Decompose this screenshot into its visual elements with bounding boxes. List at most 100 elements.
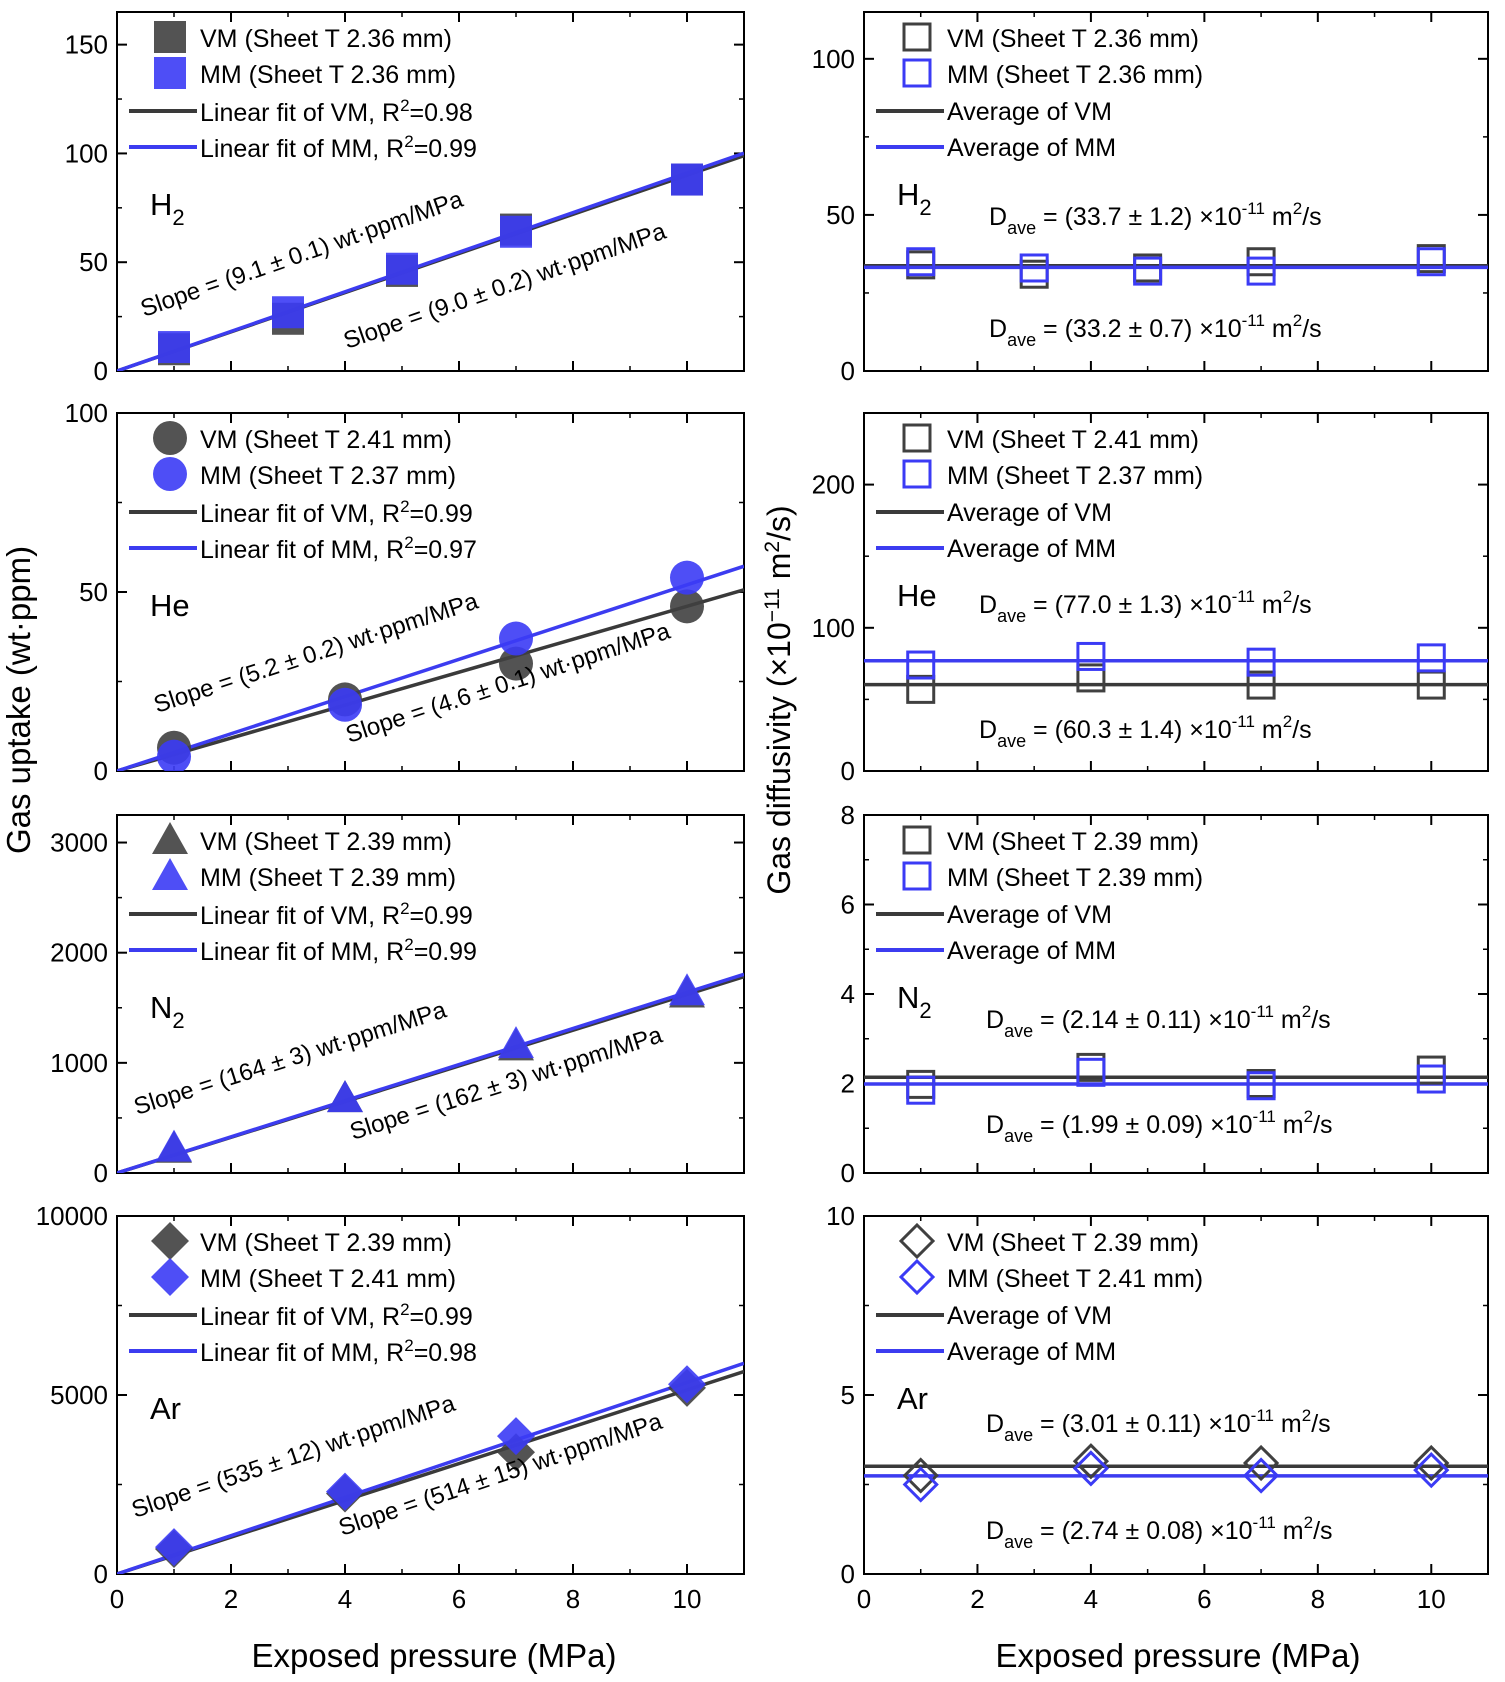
mm-point [906,247,936,277]
legend-mm-fit-label: Linear fit of MM, R2=0.99 [200,935,477,966]
legend: VM (Sheet T 2.36 mm) MM (Sheet T 2.36 mm)… [129,21,477,163]
y-tick-label: 2 [841,1069,855,1099]
mm-point [1076,641,1106,671]
vm-point [1242,1444,1280,1482]
vm-dave-label: Dave = (2.14 ± 0.11) ×10-11 m2/s [986,1002,1331,1041]
legend-vm-marker [154,21,186,53]
mm-point [327,1080,363,1113]
legend: VM (Sheet T 2.41 mm) MM (Sheet T 2.37 mm)… [876,423,1203,563]
y-tick-label: 8 [841,800,855,830]
legend: VM (Sheet T 2.39 mm) MM (Sheet T 2.41 mm)… [129,1222,477,1367]
legend: VM (Sheet T 2.36 mm) MM (Sheet T 2.36 mm)… [876,22,1203,162]
legend: VM (Sheet T 2.39 mm) MM (Sheet T 2.41 mm)… [876,1222,1203,1366]
data-layer [117,560,744,771]
right-x-axis-label: Exposed pressure (MPa) [996,1637,1361,1674]
y-tick-label: 5 [841,1380,855,1410]
y-tick-label: 2000 [50,938,108,968]
legend-mm-average-label: Average of MM [947,937,1116,965]
mm-point [669,973,705,1006]
legend-vm-label: VM (Sheet T 2.39 mm) [200,828,452,856]
legend-vm-label: VM (Sheet T 2.39 mm) [947,828,1199,856]
y-tick-label: 0 [841,1559,855,1589]
y-tick-label: 100 [812,44,855,74]
legend-vm-fit-label: Linear fit of VM, R2=0.99 [200,899,473,930]
mm-point [499,621,533,656]
mm-point [155,1528,193,1567]
gas-label: H2 [897,177,932,220]
mm-point [1133,256,1163,286]
y-tick-label: 50 [826,200,855,230]
vm-point [1413,1444,1450,1482]
data-layer [864,1443,1488,1503]
data-layer [864,641,1488,704]
diffusivity-panel-2: 0 100 200 VM (Sheet T 2.41 mm) MM (Sheet T 2… [812,412,1489,786]
x-tick-label: 10 [673,1584,702,1614]
vm-dave-label: Dave = (33.7 ± 1.2) ×10-11 m2/s [989,199,1322,238]
left-y-axis-label: Gas uptake (wt·ppm) [0,546,37,854]
legend-mm-label: MM (Sheet T 2.37 mm) [947,462,1203,490]
plot-frame [116,11,745,372]
legend-vm-label: VM (Sheet T 2.36 mm) [947,25,1199,53]
legend-vm-marker [151,1222,189,1260]
mm-point [500,215,532,248]
legend-mm-marker [898,1258,936,1296]
legend-mm-marker [902,459,932,489]
uptake-panel-2: 0 50 100 VM (Sheet T 2.41 mm) MM (Sheet T 2.… [65,398,745,786]
legend: VM (Sheet T 2.39 mm) MM (Sheet T 2.39 mm)… [876,825,1203,965]
mm-point [1246,256,1276,286]
vm-point [902,1457,939,1494]
mm-point [906,650,936,680]
y-tick-label: 0 [94,756,108,786]
mm-point [1246,647,1276,677]
mm-dave-label: Dave = (77.0 ± 1.3) ×10-11 m2/s [979,587,1312,626]
x-tick-label: 4 [338,1584,352,1614]
mm-point [326,1472,364,1511]
legend-mm-label: MM (Sheet T 2.39 mm) [200,864,456,892]
y-tick-label: 50 [79,577,108,607]
legend-vm-fit-label: Linear fit of VM, R2=0.99 [200,1300,473,1331]
x-tick-label: 0 [857,1584,871,1614]
vm-dave-label: Dave = (60.3 ± 1.4) ×10-11 m2/s [979,712,1312,751]
legend-vm-label: VM (Sheet T 2.39 mm) [200,1229,452,1257]
mm-point [1416,643,1446,673]
mm-point [498,1026,534,1059]
legend-vm-marker [153,421,187,455]
plot-frame [863,412,1489,772]
gas-label: He [150,588,190,623]
x-tick-label: 2 [224,1584,238,1614]
mm-dave-label: Dave = (2.74 ± 0.08) ×10-11 m2/s [986,1513,1333,1552]
mm-point [1246,1071,1276,1101]
left-x-axis-label: Exposed pressure (MPa) [252,1637,617,1674]
uptake-panel-1: 0 50 100 150 VM (Sheet T 2.36 mm) MM (Sheet T… [65,11,745,386]
x-tick-label: 10 [1417,1584,1446,1614]
legend-vm-average-label: Average of VM [947,98,1112,126]
legend-mm-marker [151,1258,189,1296]
mm-point [668,1365,706,1404]
y-tick-label: 0 [841,356,855,386]
diffusivity-panel-1: 0 50 100 VM (Sheet T 2.36 mm) MM (Sheet T 2.… [812,11,1489,386]
legend-mm-marker [152,858,188,890]
vm-fit-line [117,588,744,771]
mm-fit-line [117,564,744,771]
uptake-panel-3: 0 1000 2000 3000 VM (Sheet T 2.39 mm) MM (She… [50,814,745,1188]
gas-label: He [897,578,937,613]
mm-point [902,1466,939,1503]
gas-label: N2 [897,980,932,1023]
legend-mm-fit-label: Linear fit of MM, R2=0.97 [200,533,477,564]
y-tick-label: 150 [65,30,108,60]
mm-dave-label: Dave = (1.99 ± 0.09) ×10-11 m2/s [986,1107,1333,1146]
legend-vm-marker [898,1222,936,1260]
legend-mm-label: MM (Sheet T 2.41 mm) [947,1265,1203,1293]
vm-point [1072,1443,1110,1480]
y-tick-label: 0 [94,356,108,386]
mm-point [1242,1457,1280,1494]
legend-mm-average-label: Average of MM [947,1338,1116,1366]
mm-point [156,1129,192,1162]
legend-vm-marker [902,22,932,52]
mm-fit-line [117,151,744,371]
vm-dave-label: Dave = (3.01 ± 0.11) ×10-11 m2/s [986,1406,1331,1445]
gas-label: Ar [150,1391,181,1426]
mm-point [1416,247,1446,277]
legend-mm-marker [153,457,187,491]
vm-point [1416,1055,1446,1085]
